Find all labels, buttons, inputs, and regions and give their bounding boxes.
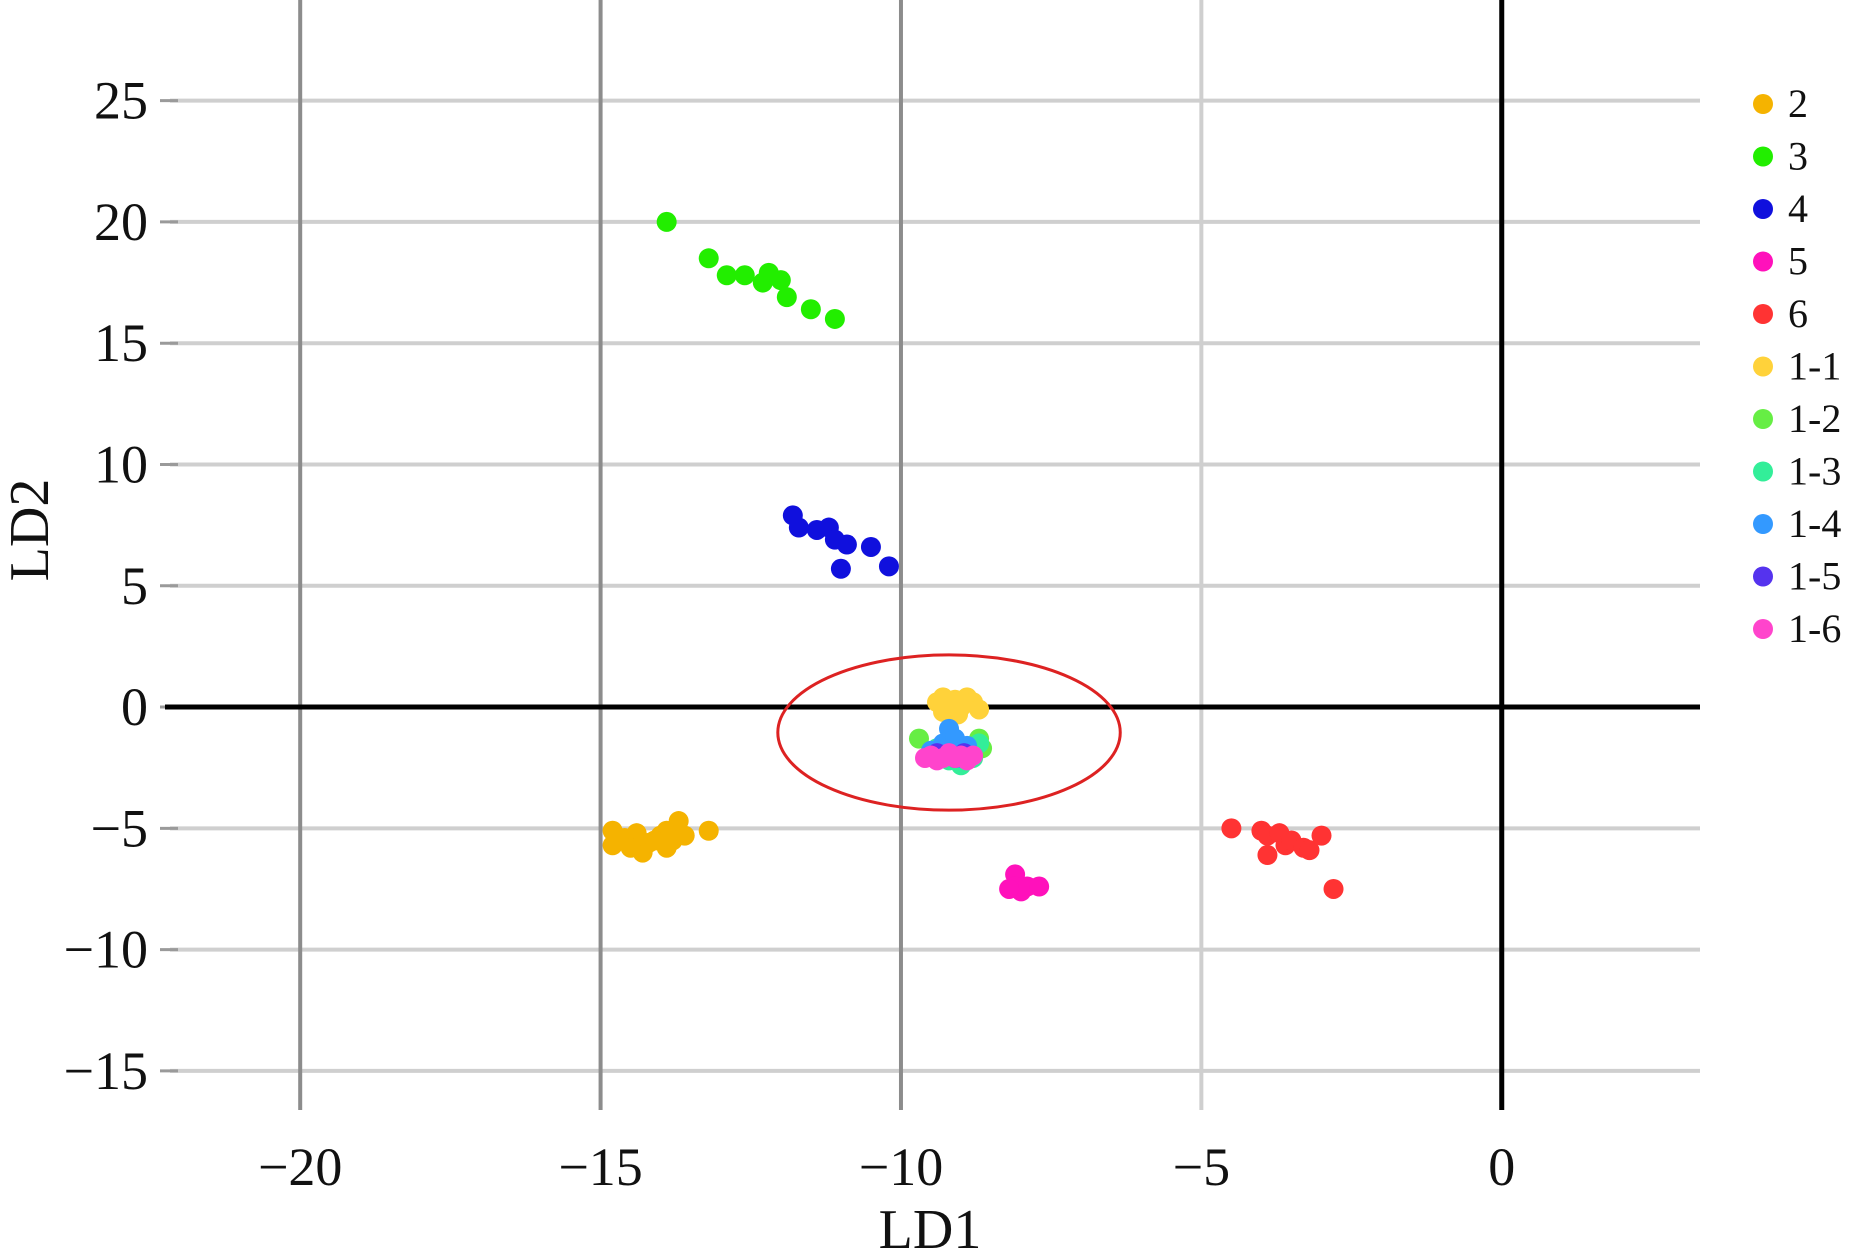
y-tick-label: 15 — [94, 313, 148, 373]
data-point — [1029, 876, 1050, 897]
data-point — [824, 308, 845, 329]
legend-marker — [1753, 566, 1773, 587]
data-point — [915, 747, 935, 768]
data-point — [878, 556, 899, 577]
legend-label: 1-6 — [1788, 606, 1841, 651]
y-tick-label: 10 — [94, 434, 148, 494]
y-axis-title: LD2 — [0, 479, 61, 582]
legend-label: 5 — [1788, 239, 1808, 284]
x-tick-label: 0 — [1488, 1137, 1515, 1197]
data-point — [969, 699, 990, 720]
series-6 — [1221, 818, 1344, 899]
zero-axes — [165, 0, 1700, 1110]
data-point — [1257, 845, 1278, 866]
y-tick-label: 25 — [94, 71, 148, 131]
legend-marker — [1753, 409, 1773, 429]
data-point — [860, 536, 881, 557]
grid — [160, 0, 1700, 1110]
y-tick-label: −15 — [64, 1041, 148, 1101]
data-point — [933, 701, 954, 722]
legend-label: 1-4 — [1788, 501, 1841, 546]
x-tick-label: −15 — [558, 1137, 642, 1197]
data-point — [770, 270, 791, 291]
legend-item-1-2: 1-2 — [1753, 396, 1841, 441]
legend-label: 4 — [1788, 186, 1808, 231]
data-point — [674, 825, 695, 846]
y-tick-label: 20 — [94, 192, 148, 252]
legend-label: 1-3 — [1788, 449, 1841, 494]
series-2 — [602, 811, 719, 863]
legend-marker — [1753, 461, 1773, 482]
data-point — [698, 820, 719, 841]
series-1-6 — [915, 743, 984, 771]
legend-marker — [1753, 199, 1773, 219]
data-point — [776, 287, 797, 308]
legend-marker — [1753, 619, 1773, 639]
data-point — [999, 878, 1020, 899]
data-point — [908, 728, 929, 749]
data-point — [1323, 878, 1344, 899]
series-4 — [782, 505, 899, 579]
y-tick-label: −5 — [91, 798, 148, 858]
legend-item-1-3: 1-3 — [1753, 449, 1841, 494]
legend-marker — [1753, 304, 1773, 324]
data-point — [788, 517, 809, 538]
data-point — [656, 211, 677, 232]
x-tick-label: −10 — [859, 1137, 943, 1197]
legend-item-1-6: 1-6 — [1753, 606, 1841, 651]
legend-marker — [1753, 146, 1773, 167]
x-tick-labels: −20 −15 −10 −5 0 — [258, 1137, 1515, 1197]
x-tick-label: −5 — [1173, 1137, 1230, 1197]
legend-marker — [1753, 251, 1773, 272]
data-point — [1221, 818, 1242, 839]
series-3 — [656, 211, 845, 329]
legend-label: 6 — [1788, 291, 1808, 336]
legend-item-1-5: 1-5 — [1753, 554, 1841, 599]
data-point — [963, 745, 984, 766]
legend-item-6: 6 — [1753, 291, 1808, 336]
data-point — [948, 704, 969, 725]
data-point — [800, 299, 821, 320]
legend-item-1-4: 1-4 — [1753, 501, 1841, 546]
data-point — [1311, 825, 1332, 846]
data-points — [602, 211, 1344, 902]
legend-item-1-1: 1-1 — [1753, 344, 1841, 389]
data-point — [1299, 840, 1320, 861]
series-5 — [999, 864, 1050, 902]
data-point — [716, 265, 737, 286]
data-point — [698, 248, 719, 269]
data-point — [734, 265, 755, 286]
highlight-ellipse — [776, 653, 1122, 812]
legend-label: 1-2 — [1788, 396, 1841, 441]
y-tick-label: 5 — [121, 556, 148, 616]
y-tick-label: −10 — [64, 920, 148, 980]
legend-marker — [1753, 94, 1773, 114]
legend-item-5: 5 — [1753, 239, 1808, 284]
series-1-1 — [927, 687, 990, 725]
legend-item-2: 2 — [1753, 81, 1808, 126]
data-point — [836, 534, 857, 555]
annotation — [776, 653, 1122, 812]
legend-item-3: 3 — [1753, 134, 1808, 179]
legend: 2 3 4 5 6 1-1 1-2 1-3 1-4 1-5 1-6 — [1753, 81, 1841, 651]
legend-label: 3 — [1788, 134, 1808, 179]
y-tick-labels: 25 20 15 10 5 0 −5 −10 −15 — [64, 71, 148, 1101]
x-axis-title: LD1 — [879, 1199, 982, 1260]
data-point — [830, 558, 851, 579]
x-tick-label: −20 — [258, 1137, 342, 1197]
legend-label: 2 — [1788, 81, 1808, 126]
legend-label: 1-5 — [1788, 554, 1841, 599]
legend-label: 1-1 — [1788, 344, 1841, 389]
y-tick-label: 0 — [121, 677, 148, 737]
data-point — [644, 830, 665, 851]
legend-marker — [1753, 514, 1773, 534]
data-point — [620, 837, 641, 858]
legend-marker — [1753, 356, 1773, 377]
legend-item-4: 4 — [1753, 186, 1808, 231]
